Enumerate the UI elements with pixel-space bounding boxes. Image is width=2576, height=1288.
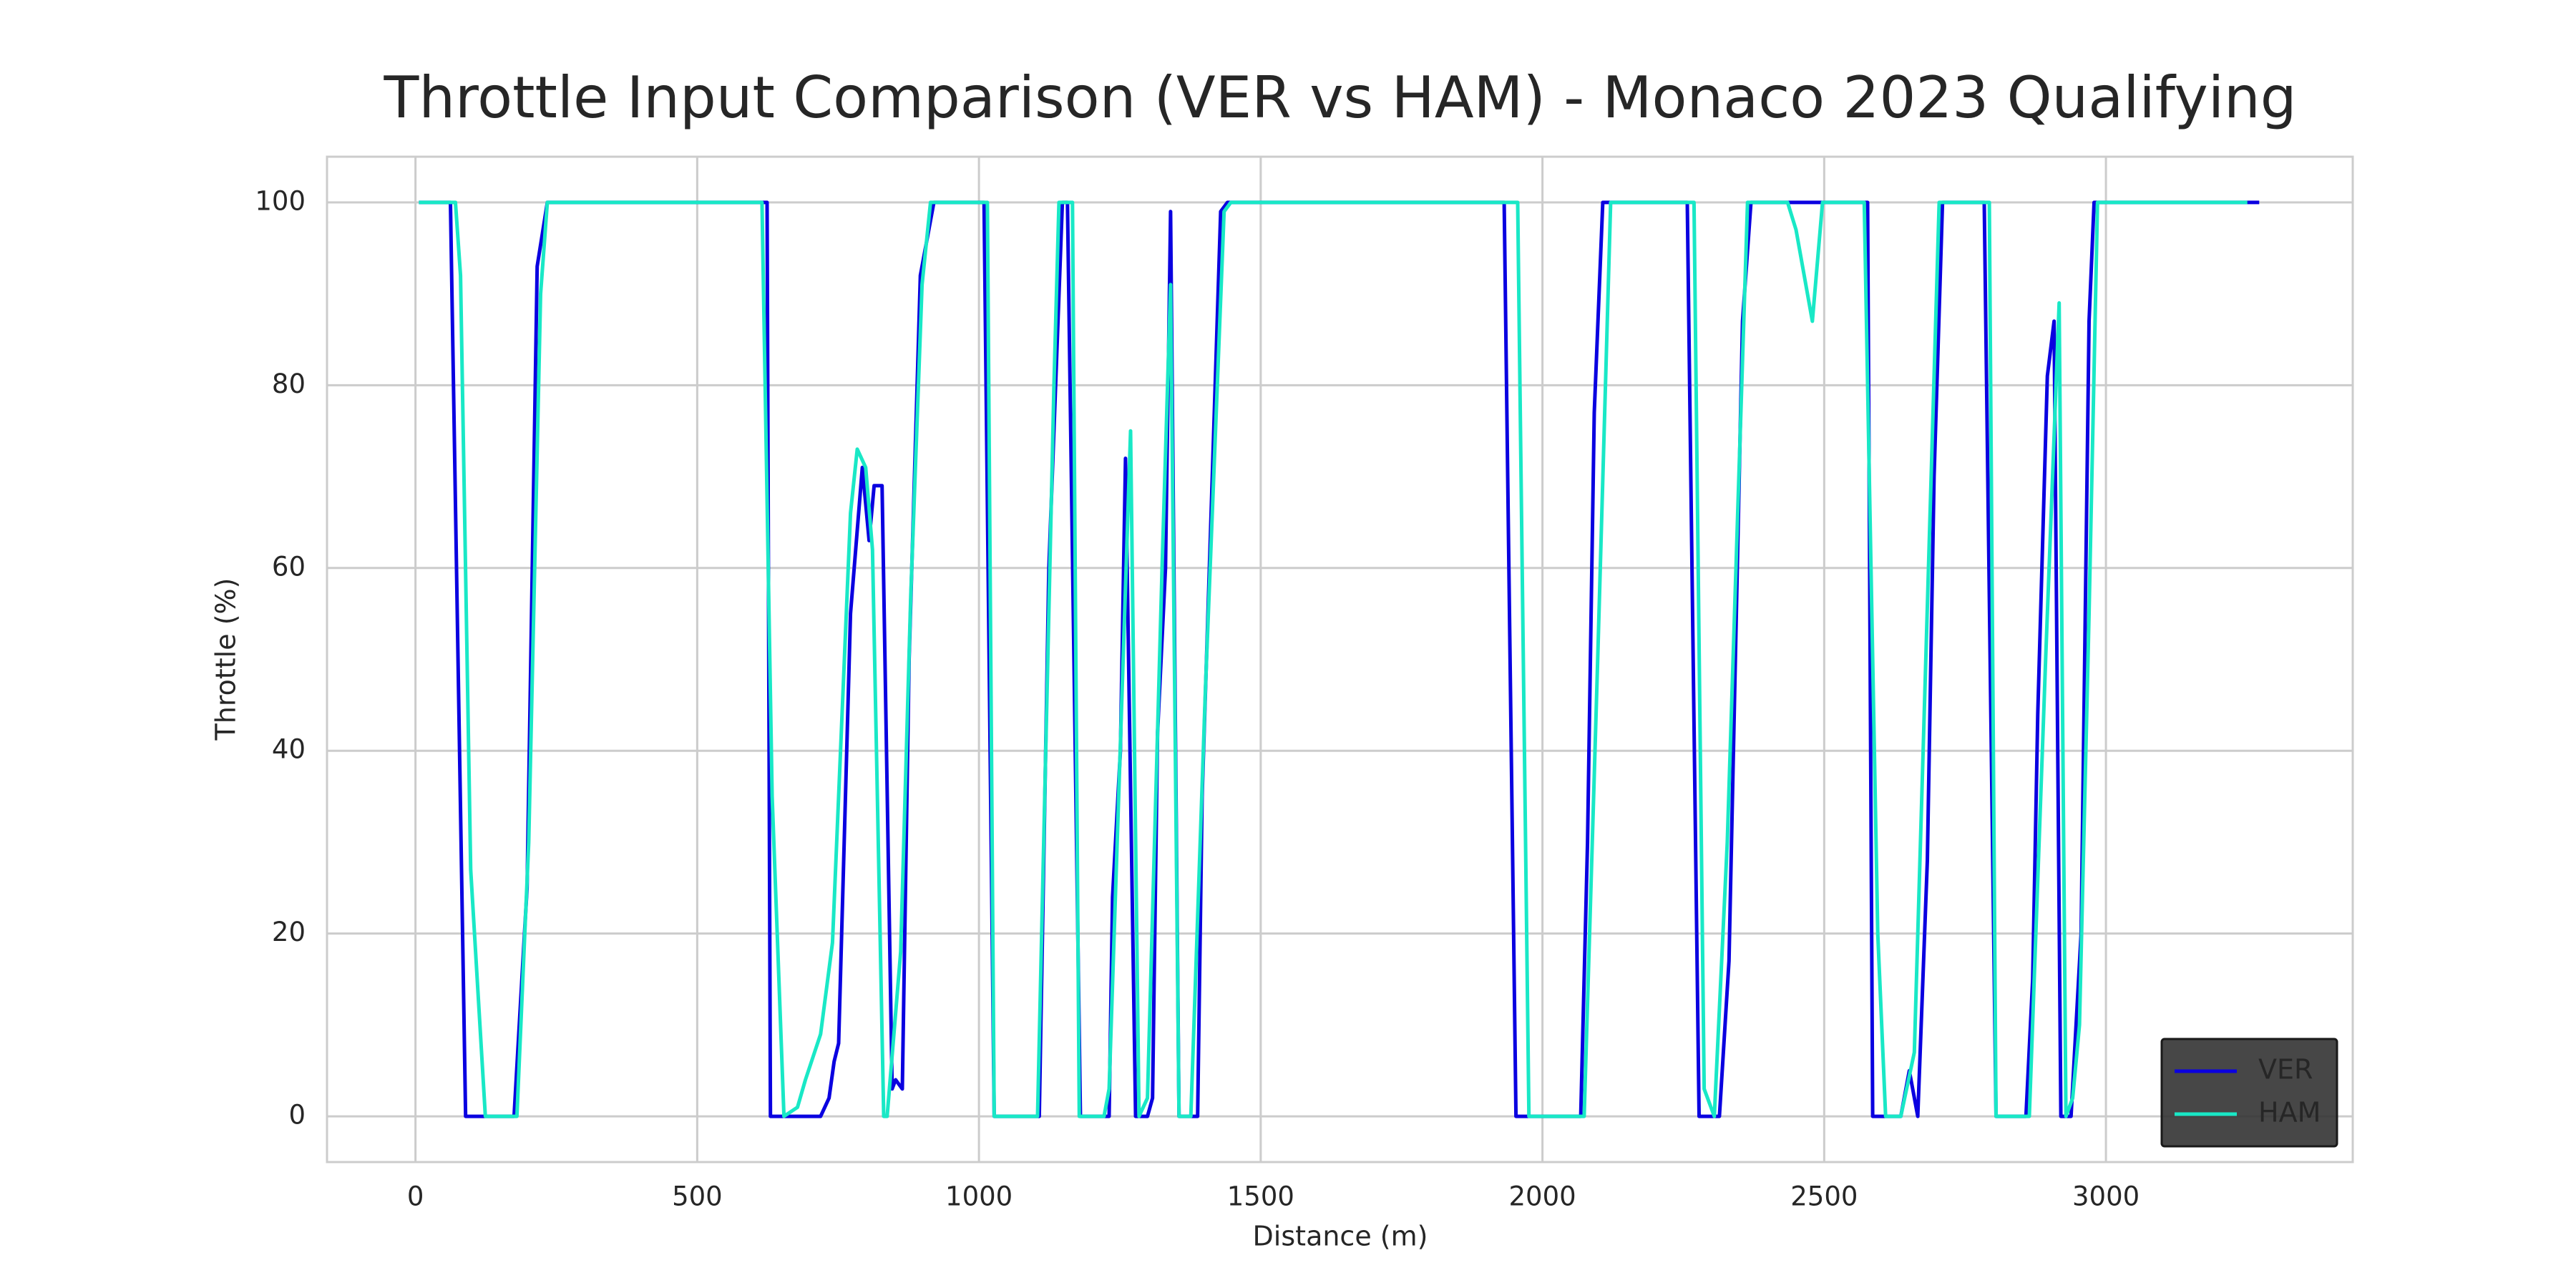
x-tick-label: 2500	[1790, 1181, 1858, 1212]
legend-label: HAM	[2258, 1097, 2321, 1128]
y-tick-label: 0	[288, 1100, 306, 1131]
x-tick-label: 3000	[2072, 1181, 2140, 1212]
y-axis-label: Throttle (%)	[210, 578, 242, 741]
legend-label: VER	[2258, 1054, 2313, 1085]
y-tick-label: 60	[272, 551, 306, 582]
series-line	[419, 200, 2248, 1118]
x-tick-label: 1000	[945, 1181, 1013, 1212]
x-tick-label: 1500	[1227, 1181, 1294, 1212]
y-tick-label: 100	[255, 185, 306, 216]
y-tick-label: 20	[272, 917, 306, 947]
x-axis-label: Distance (m)	[1253, 1221, 1428, 1252]
y-tick-label: 80	[272, 369, 306, 399]
plot-frame	[326, 155, 2354, 1163]
legend-box	[2160, 1038, 2338, 1148]
x-tick-label: 0	[407, 1181, 424, 1212]
y-tick-label: 40	[272, 734, 306, 765]
x-tick-label: 2000	[1509, 1181, 1576, 1212]
chart-title: Throttle Input Comparison (VER vs HAM) -…	[383, 64, 2296, 131]
legend: VER HAM	[2160, 1038, 2338, 1148]
x-tick-label: 500	[672, 1181, 723, 1212]
